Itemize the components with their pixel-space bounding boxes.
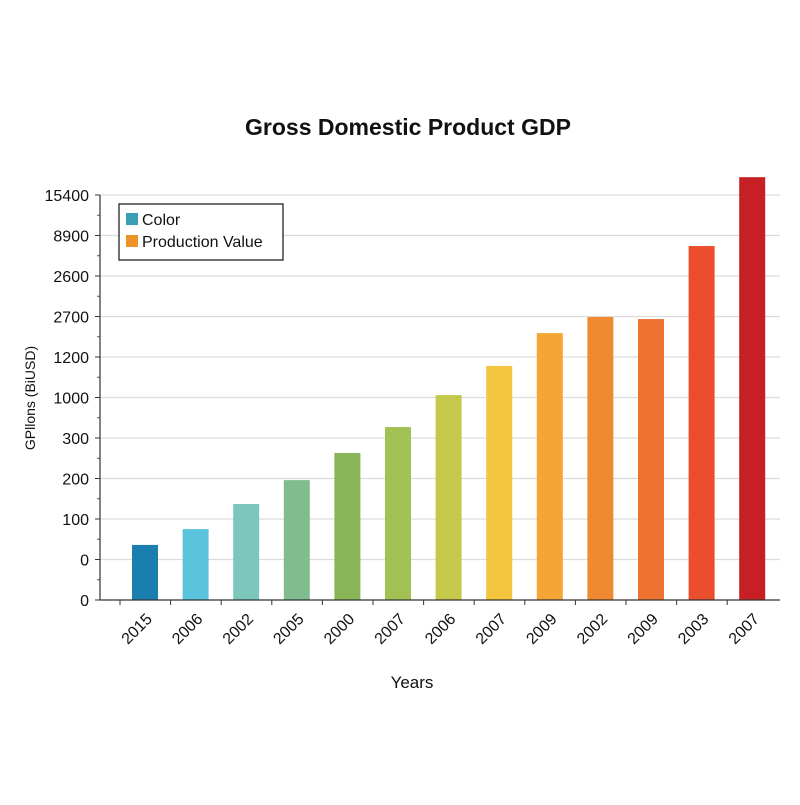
legend-label-production-value: Production Value xyxy=(142,234,263,251)
x-tick-label: 2003 xyxy=(675,611,712,648)
y-tick-label: 15400 xyxy=(45,188,90,205)
x-tick-label: 2006 xyxy=(169,611,206,648)
y-tick-label: 0 xyxy=(80,593,89,610)
bar xyxy=(283,480,310,600)
x-axis-label: Years xyxy=(391,673,434,692)
legend-swatch-production-value xyxy=(126,235,138,247)
bar xyxy=(182,529,209,600)
legend-label-color: Color xyxy=(142,212,181,229)
bar xyxy=(233,504,260,600)
bar xyxy=(739,177,766,600)
bar xyxy=(536,333,563,600)
bars xyxy=(132,177,766,600)
y-tick-label: 0 xyxy=(80,553,89,570)
y-tick-label: 100 xyxy=(62,512,89,529)
bar xyxy=(486,365,513,600)
bar xyxy=(385,427,411,600)
x-tick-label: 2002 xyxy=(220,611,257,648)
y-tick-label: 300 xyxy=(62,431,89,448)
x-tick-label: 2002 xyxy=(574,611,611,648)
legend-swatch-color xyxy=(126,213,138,225)
x-tick-label: 2000 xyxy=(321,611,358,648)
y-axis: 0 0 100 200 300 1000 1200 2700 2600 8900 15400 xyxy=(45,188,101,610)
legend: Color Production Value xyxy=(118,203,284,261)
x-tick-label: 2007 xyxy=(726,611,763,648)
y-tick-label: 1200 xyxy=(53,350,89,367)
y-tick-label: 200 xyxy=(62,472,89,489)
x-tick-label: 2009 xyxy=(523,611,560,648)
bar xyxy=(638,319,664,600)
legend-box xyxy=(118,203,284,261)
x-tick-label: 2005 xyxy=(270,611,307,648)
x-tick-label: 2007 xyxy=(473,611,510,648)
y-axis-label: GPllons (BiUSD) xyxy=(22,346,38,450)
bar xyxy=(435,395,462,600)
x-tick-label: 2006 xyxy=(422,611,459,648)
y-tick-label: 1000 xyxy=(53,391,89,408)
bar xyxy=(132,544,158,600)
y-tick-label: 8900 xyxy=(53,229,89,246)
x-tick-label: 2015 xyxy=(119,611,156,648)
y-tick-label: 2600 xyxy=(53,269,89,286)
bar xyxy=(587,317,614,600)
x-tick-label: 2009 xyxy=(625,611,662,648)
bar xyxy=(688,246,715,600)
x-axis: 2015 2006 2002 2005 2000 2007 2006 2007 2009 2002… xyxy=(100,599,780,648)
bar xyxy=(334,452,361,600)
x-tick-label: 2007 xyxy=(372,611,409,648)
chart-title: Gross Domestic Product GDP xyxy=(245,114,571,140)
y-tick-label: 2700 xyxy=(53,310,89,327)
